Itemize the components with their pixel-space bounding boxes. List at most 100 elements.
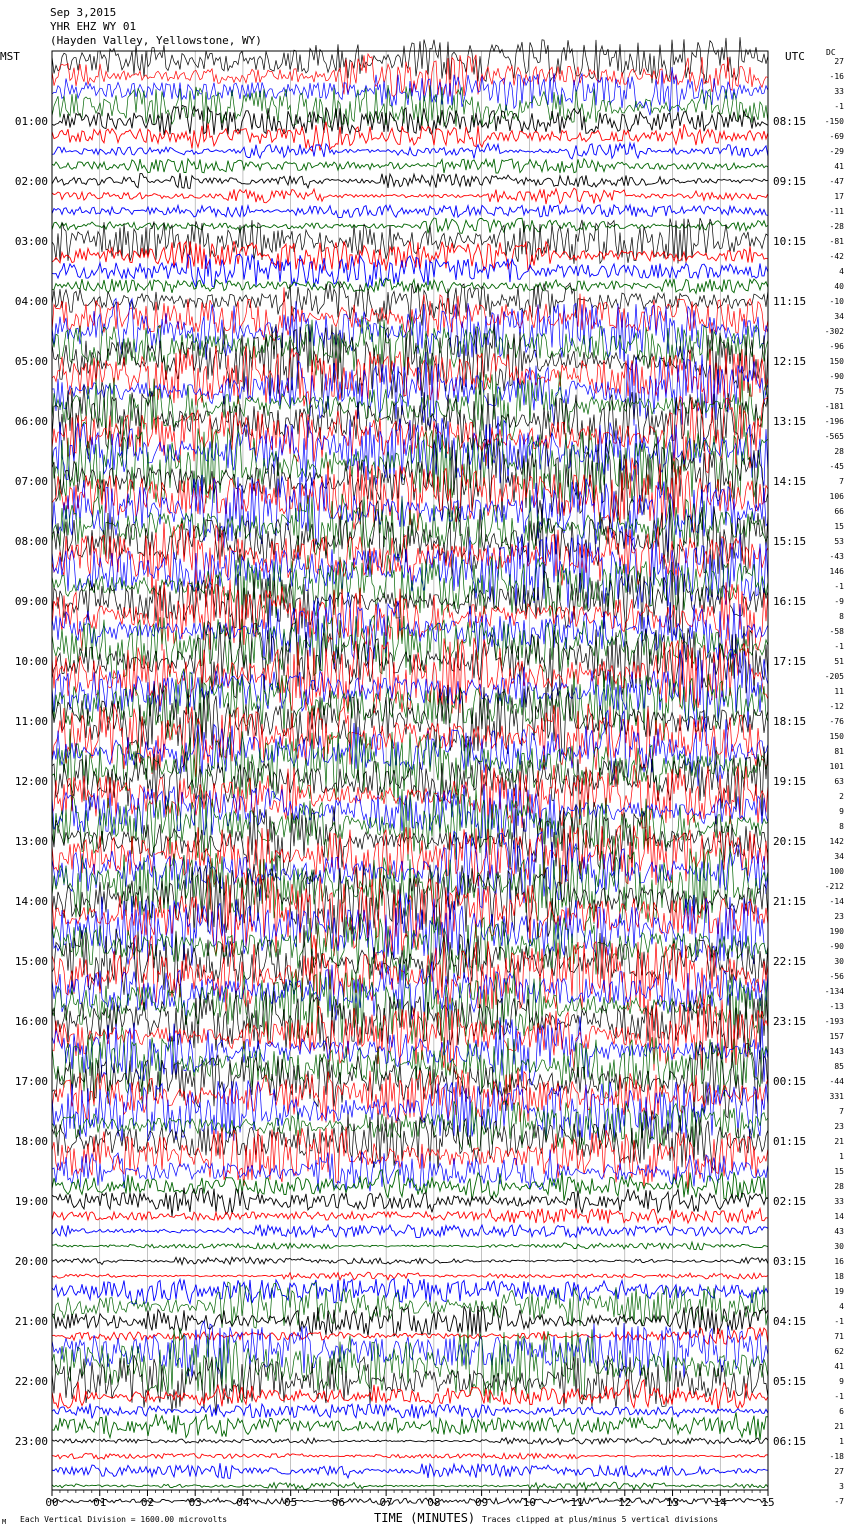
corner-mark: M bbox=[2, 1518, 7, 1526]
seismic-trace-row bbox=[51, 37, 769, 84]
x-tick-label: 02 bbox=[141, 1496, 154, 1509]
utc-axis-title: UTC bbox=[785, 50, 805, 63]
dc-offset-label: -150 bbox=[825, 117, 844, 126]
dc-offset-label: 34 bbox=[834, 312, 844, 321]
seismic-trace-row bbox=[51, 554, 769, 620]
dc-offset-label: 63 bbox=[834, 777, 844, 786]
dc-offset-label: 66 bbox=[834, 507, 844, 516]
seismic-trace-row bbox=[51, 864, 769, 939]
seismic-trace-row bbox=[51, 315, 769, 376]
utc-hour-label: 12:15 bbox=[773, 355, 806, 368]
dc-offset-label: 3 bbox=[839, 1482, 844, 1491]
seismic-trace-row bbox=[51, 1281, 769, 1329]
mst-hour-label: 05:00 bbox=[15, 355, 48, 368]
x-tick-label: 00 bbox=[45, 1496, 58, 1509]
dc-offset-label: 62 bbox=[834, 1347, 844, 1356]
dc-offset-label: -9 bbox=[834, 597, 844, 606]
seismic-trace-row bbox=[51, 934, 769, 1015]
x-tick-label: 05 bbox=[284, 1496, 297, 1509]
mst-hour-label: 20:00 bbox=[15, 1255, 48, 1268]
dc-offset-label: -13 bbox=[830, 1002, 845, 1011]
seismic-trace-row bbox=[51, 121, 769, 152]
dc-offset-label: 43 bbox=[834, 1227, 844, 1236]
seismic-trace-row bbox=[51, 276, 769, 295]
utc-hour-label: 23:15 bbox=[773, 1015, 806, 1028]
dc-offset-label: 34 bbox=[834, 852, 844, 861]
seismic-trace-row bbox=[51, 728, 769, 805]
dc-offset-label: -11 bbox=[830, 207, 845, 216]
mst-hour-label: 14:00 bbox=[15, 895, 48, 908]
station-code: YHR EHZ WY 01 bbox=[50, 20, 137, 33]
seismic-trace-row bbox=[51, 668, 769, 741]
x-tick-label: 13 bbox=[666, 1496, 679, 1509]
seismic-trace-row bbox=[51, 141, 769, 160]
dc-offset-label: -90 bbox=[830, 942, 845, 951]
dc-offset-label: -181 bbox=[825, 402, 844, 411]
dc-offset-label: 23 bbox=[834, 1122, 844, 1131]
dc-offset-label: -90 bbox=[830, 372, 845, 381]
mst-hour-label: 06:00 bbox=[15, 415, 48, 428]
utc-hour-label: 11:15 bbox=[773, 295, 806, 308]
dc-offset-label: 8 bbox=[839, 822, 844, 831]
x-tick-label: 15 bbox=[761, 1496, 774, 1509]
dc-offset-label: 8 bbox=[839, 612, 844, 621]
seismic-trace-row bbox=[51, 157, 769, 174]
seismic-trace-row bbox=[51, 1462, 769, 1480]
mst-hour-label: 12:00 bbox=[15, 775, 48, 788]
seismic-trace-row bbox=[51, 253, 769, 289]
dc-offset-label: 1 bbox=[839, 1437, 844, 1446]
seismic-trace-row bbox=[51, 1206, 769, 1226]
dc-offset-label: 15 bbox=[834, 522, 844, 531]
dc-offset-label: 23 bbox=[834, 912, 844, 921]
utc-hour-label: 03:15 bbox=[773, 1255, 806, 1268]
dc-offset-label: 53 bbox=[834, 537, 844, 546]
dc-offset-label: -565 bbox=[825, 432, 844, 441]
seismic-trace-row bbox=[51, 1168, 769, 1201]
seismic-trace-row bbox=[51, 1100, 769, 1152]
mst-hour-label: 23:00 bbox=[15, 1435, 48, 1448]
seismic-trace-row bbox=[51, 892, 769, 969]
seismic-trace-row bbox=[51, 66, 769, 116]
seismic-trace-row bbox=[51, 1080, 769, 1142]
dc-offset-label: 11 bbox=[834, 687, 844, 696]
dc-offset-label: 41 bbox=[834, 1362, 844, 1371]
utc-hour-label: 20:15 bbox=[773, 835, 806, 848]
seismic-trace-row bbox=[51, 783, 769, 841]
axis-labels: 27-1633-1-150-69-2941-4717-11-28-81-4244… bbox=[15, 57, 844, 1509]
dc-offset-label: -7 bbox=[834, 1497, 844, 1506]
x-tick-label: 03 bbox=[189, 1496, 202, 1509]
utc-hour-label: 00:15 bbox=[773, 1075, 806, 1088]
seismic-trace-row bbox=[51, 345, 769, 408]
seismic-trace-row bbox=[51, 172, 769, 190]
dc-offset-label: -96 bbox=[830, 342, 845, 351]
seismic-trace-row bbox=[51, 1068, 769, 1124]
dc-offset-label: 14 bbox=[834, 1212, 844, 1221]
dc-offset-label: 75 bbox=[834, 387, 844, 396]
seismic-trace-row bbox=[51, 280, 769, 326]
dc-offset-label: 2 bbox=[839, 792, 844, 801]
dc-offset-label: 142 bbox=[830, 837, 845, 846]
dc-offset-label: 331 bbox=[830, 1092, 845, 1101]
seismic-trace-row bbox=[51, 203, 769, 219]
mst-hour-label: 02:00 bbox=[15, 175, 48, 188]
dc-offset-label: -10 bbox=[830, 297, 845, 306]
utc-hour-label: 01:15 bbox=[773, 1135, 806, 1148]
seismic-trace-row bbox=[51, 847, 769, 924]
dc-offset-label: -14 bbox=[830, 897, 845, 906]
dc-offset-label: 85 bbox=[834, 1062, 844, 1071]
dc-offset-label: -1 bbox=[834, 1392, 844, 1401]
dc-offset-label: -1 bbox=[834, 1317, 844, 1326]
dc-offset-label: 51 bbox=[834, 657, 844, 666]
dc-offset-label: 190 bbox=[830, 927, 845, 936]
utc-hour-label: 05:15 bbox=[773, 1375, 806, 1388]
seismic-trace-row bbox=[51, 217, 769, 234]
x-tick-label: 01 bbox=[93, 1496, 106, 1509]
mst-hour-label: 13:00 bbox=[15, 835, 48, 848]
dc-offset-label: 71 bbox=[834, 1332, 844, 1341]
utc-hour-label: 13:15 bbox=[773, 415, 806, 428]
seismic-trace-row bbox=[51, 614, 769, 679]
dc-offset-label: 4 bbox=[839, 267, 844, 276]
seismic-trace-row bbox=[51, 1277, 769, 1305]
clip-note: Traces clipped at plus/minus 5 vertical … bbox=[482, 1515, 719, 1524]
seismic-trace-row bbox=[51, 1271, 769, 1282]
